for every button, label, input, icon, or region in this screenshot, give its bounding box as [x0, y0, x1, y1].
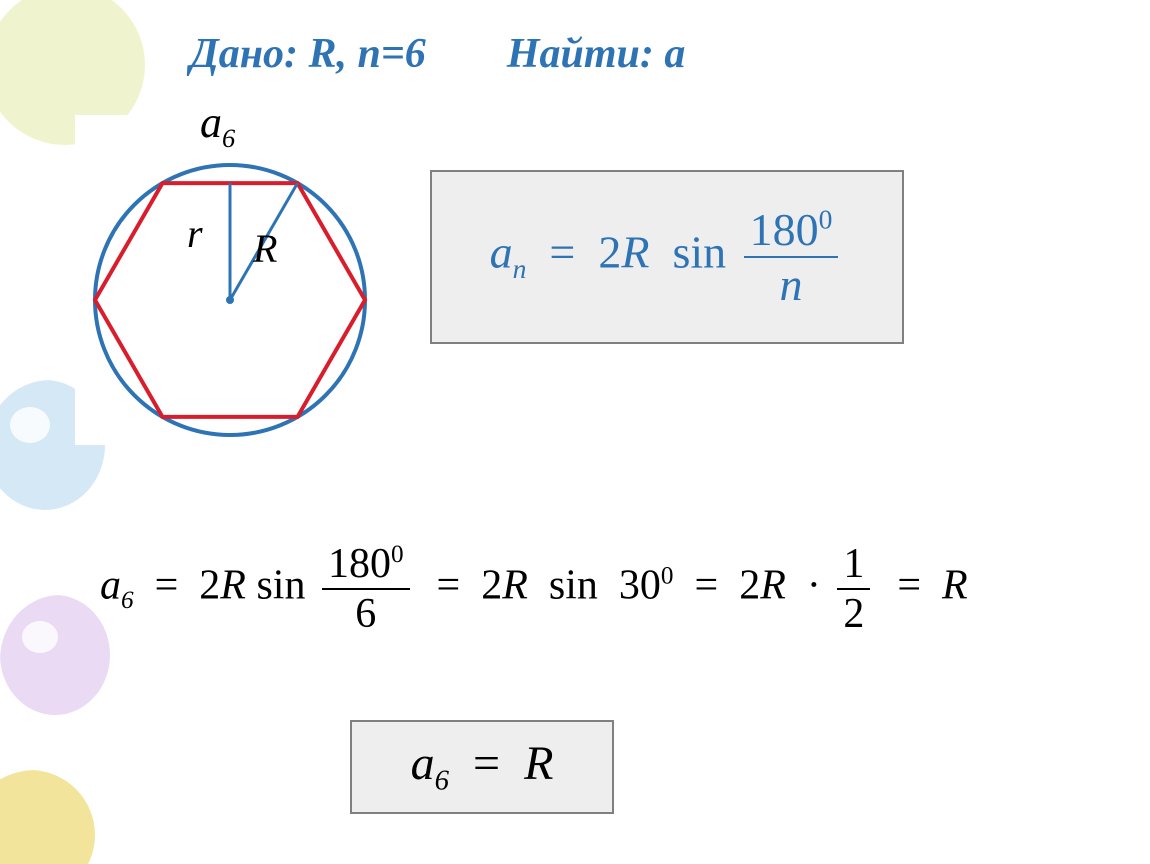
- find-var: a: [664, 31, 685, 77]
- hexagon-diagram: a6 r R: [75, 115, 385, 425]
- derivation-line: a6 = 2R sin 1800 6 = 2R sin 300 = 2R · 1…: [100, 540, 968, 638]
- result-formula: a6 = R: [411, 736, 554, 798]
- slide-title: Дано: R, n=6 Найти: a: [190, 30, 685, 78]
- result-box: a6 = R: [350, 720, 614, 814]
- apothem-label: r: [187, 210, 203, 257]
- given-vars: R, n=6: [309, 31, 426, 77]
- radius-label: R: [253, 225, 277, 272]
- center-dot-icon: [226, 296, 234, 304]
- main-formula: an = 2R sin 1800 n: [490, 203, 845, 311]
- balloon-yellow: [0, 770, 105, 864]
- side-label: a6: [200, 97, 235, 154]
- main-formula-box: an = 2R sin 1800 n: [430, 170, 904, 344]
- find-label: Найти:: [507, 31, 654, 77]
- given-label: Дано:: [190, 31, 298, 77]
